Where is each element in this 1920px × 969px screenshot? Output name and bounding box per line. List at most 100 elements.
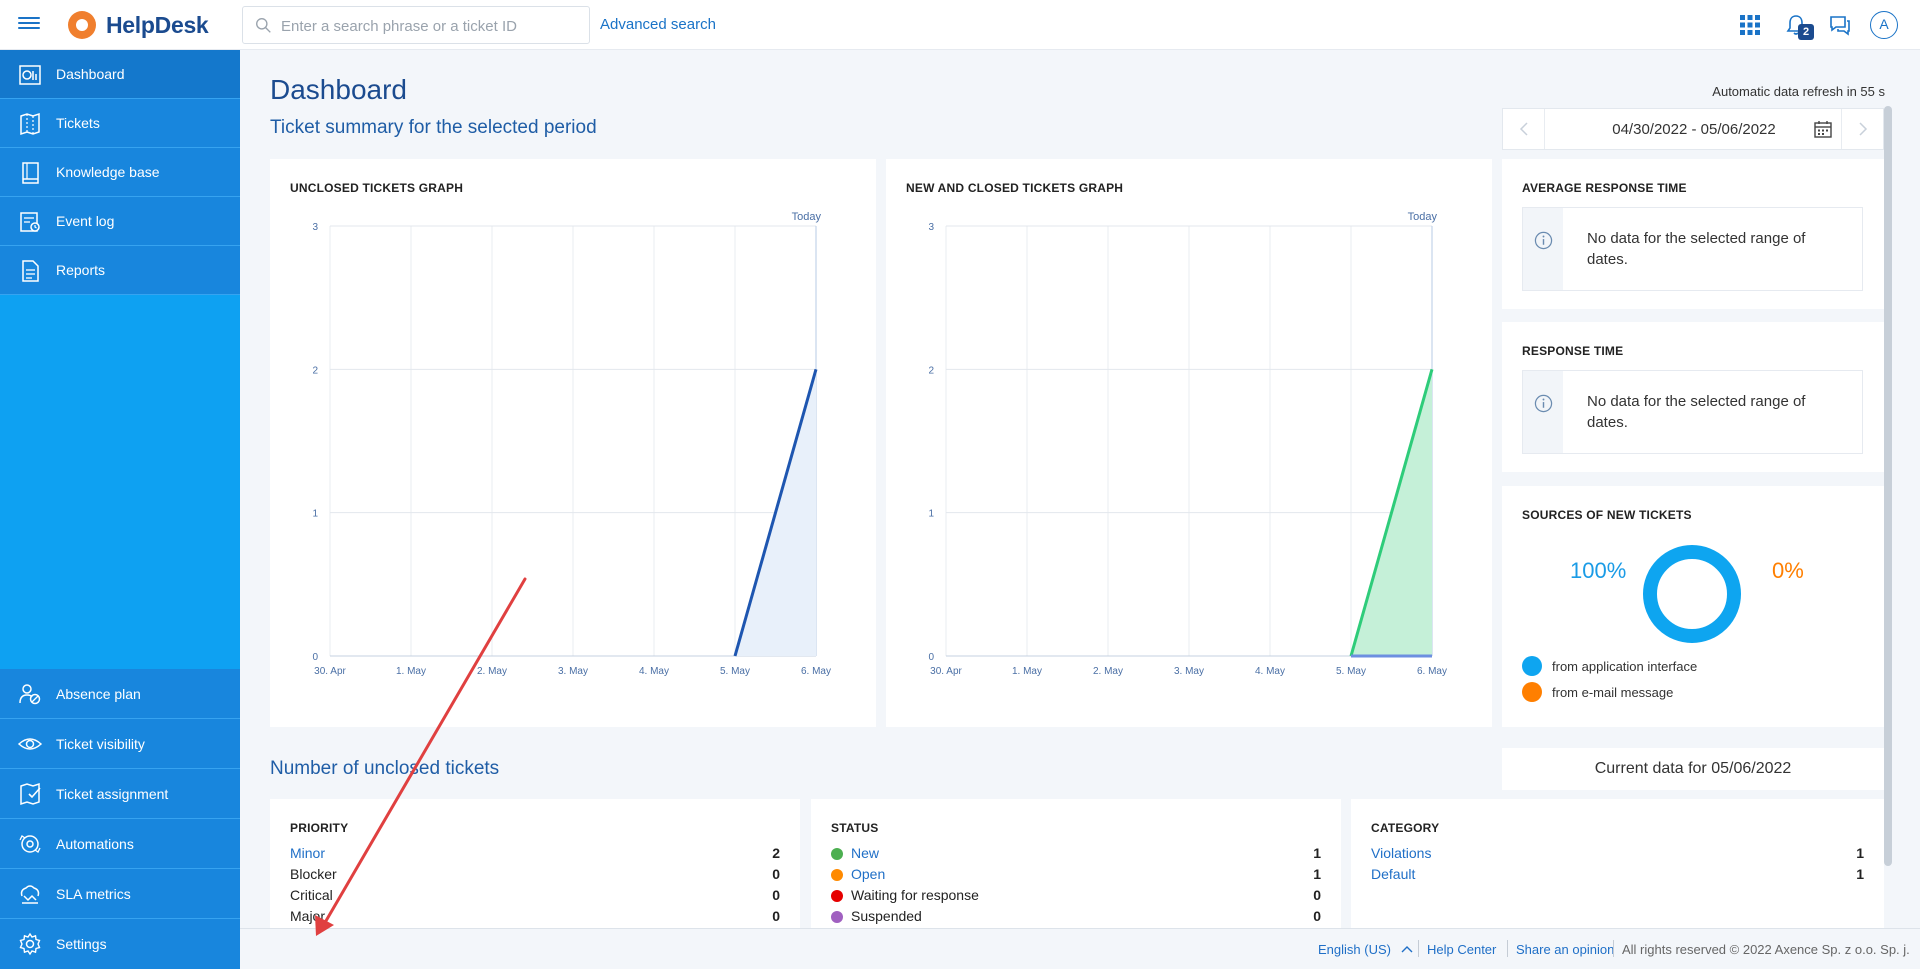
x-tick-label: 30. Apr xyxy=(930,666,962,677)
status-row[interactable]: New 1 xyxy=(831,845,1321,865)
sidebar-item-label: Event log xyxy=(56,213,115,229)
pie-percent-label-app: 100% xyxy=(1570,558,1627,583)
status-row-count: 0 xyxy=(1313,908,1321,924)
y-tick-label: 1 xyxy=(928,509,934,520)
notification-badge: 2 xyxy=(1798,24,1814,40)
sidebar-item-event-log[interactable]: Event log xyxy=(0,197,240,246)
dashboard-icon xyxy=(19,65,41,85)
sidebar-item-tickets[interactable]: Tickets xyxy=(0,99,240,148)
sidebar-item-label: Tickets xyxy=(56,115,100,131)
category-row-count: 1 xyxy=(1856,866,1864,882)
help-center-link[interactable]: Help Center xyxy=(1427,942,1497,957)
auto-refresh-text: Automatic data refresh in 55 s xyxy=(1712,84,1885,99)
previous-range-button[interactable] xyxy=(1503,109,1545,149)
advanced-search-link[interactable]: Advanced search xyxy=(600,16,716,33)
status-row[interactable]: Open 1 xyxy=(831,866,1321,886)
status-row: Waiting for response 0 xyxy=(831,887,1321,907)
status-title: STATUS xyxy=(831,821,879,835)
calendar-icon[interactable] xyxy=(1813,119,1833,139)
sidebar-item-label: Automations xyxy=(56,835,134,852)
status-row-count: 1 xyxy=(1313,866,1321,882)
priority-row-label[interactable]: Minor xyxy=(290,845,326,861)
sidebar-item-absence-plan[interactable]: Absence plan xyxy=(0,669,240,719)
status-row-count: 0 xyxy=(1313,887,1321,903)
sidebar-item-automations[interactable]: Automations xyxy=(0,819,240,869)
chat-icon[interactable] xyxy=(1828,13,1852,37)
status-row-label: Waiting for response xyxy=(851,887,979,903)
chevron-left-icon xyxy=(1519,122,1528,136)
sidebar-item-label: Ticket assignment xyxy=(56,785,169,802)
priority-row-label: Blocker xyxy=(290,866,337,882)
unclosed-chart-title: UNCLOSED TICKETS GRAPH xyxy=(290,181,464,195)
search-input[interactable] xyxy=(281,15,581,37)
unclosed-tickets-chart: 0 1 2 3 Today 30. Apr 1. May 2. May 3. May 4. May… xyxy=(312,211,831,677)
y-tick-label: 3 xyxy=(312,222,318,233)
category-card: CATEGORY Violations 1 Default 1 xyxy=(1351,799,1884,929)
user-avatar[interactable]: A xyxy=(1870,11,1898,39)
next-range-button[interactable] xyxy=(1841,109,1883,149)
priority-title: PRIORITY xyxy=(290,821,349,835)
today-label: Today xyxy=(1408,211,1438,223)
x-tick-label: 3. May xyxy=(1174,666,1204,677)
priority-row[interactable]: Minor 2 xyxy=(290,845,780,865)
x-tick-label: 1. May xyxy=(1012,666,1042,677)
new-closed-chart-title: NEW AND CLOSED TICKETS GRAPH xyxy=(906,181,1124,195)
series-line xyxy=(733,368,818,657)
priority-row-label: Critical xyxy=(290,887,333,903)
x-tick-label: 4. May xyxy=(1255,666,1285,677)
sidebar-item-settings[interactable]: Settings xyxy=(0,919,240,969)
footer-divider xyxy=(1418,940,1419,957)
book-icon xyxy=(22,162,39,184)
priority-row-count: 0 xyxy=(772,908,780,924)
category-title: CATEGORY xyxy=(1371,821,1440,835)
legend-dot-email xyxy=(1522,682,1542,702)
sidebar-item-label: Reports xyxy=(56,262,106,278)
apps-grid-icon[interactable] xyxy=(1738,13,1762,37)
sidebar-item-label: SLA metrics xyxy=(56,885,131,902)
info-icon xyxy=(1534,231,1553,250)
legend-dot-app xyxy=(1522,656,1542,676)
share-opinion-link[interactable]: Share an opinion xyxy=(1516,942,1615,957)
chevron-up-icon xyxy=(1401,946,1413,953)
y-tick-label: 2 xyxy=(928,365,934,376)
app-logo[interactable]: HelpDesk xyxy=(68,11,209,39)
unclosed-section-title: Number of unclosed tickets xyxy=(270,758,500,779)
reports-icon xyxy=(22,260,39,282)
x-tick-label: 2. May xyxy=(477,666,507,677)
language-selector[interactable]: English (US) xyxy=(1318,942,1413,957)
category-row[interactable]: Violations 1 xyxy=(1371,845,1864,865)
category-row-label[interactable]: Violations xyxy=(1371,845,1432,861)
status-row-label: Suspended xyxy=(851,908,922,924)
sidebar-item-ticket-assignment[interactable]: Ticket assignment xyxy=(0,769,240,819)
app-name: HelpDesk xyxy=(106,11,209,38)
category-row-label[interactable]: Default xyxy=(1371,866,1416,882)
x-tick-label: 5. May xyxy=(720,666,750,677)
sidebar-item-reports[interactable]: Reports xyxy=(0,246,240,295)
status-row-label[interactable]: New xyxy=(851,845,880,861)
menu-toggle-icon[interactable] xyxy=(18,14,40,34)
status-color-dot xyxy=(831,869,843,881)
priority-row: Critical 0 xyxy=(290,887,780,907)
no-data-message: No data for the selected range of dates. xyxy=(1587,230,1806,268)
sidebar-item-sla-metrics[interactable]: SLA metrics xyxy=(0,869,240,919)
notifications-button[interactable]: 2 xyxy=(1784,13,1814,40)
absence-icon xyxy=(19,684,41,705)
sources-card: SOURCES OF NEW TICKETS 100% 0% from appl… xyxy=(1502,486,1884,727)
sidebar-item-label: Dashboard xyxy=(56,66,125,82)
priority-row: Major 0 xyxy=(290,908,780,928)
date-range-picker: 04/30/2022 - 05/06/2022 xyxy=(1502,108,1884,150)
page-scrollbar[interactable] xyxy=(1884,106,1892,866)
legend-label-email: from e-mail message xyxy=(1552,685,1674,700)
page-title: Dashboard xyxy=(270,74,407,105)
date-range-text[interactable]: 04/30/2022 - 05/06/2022 xyxy=(1612,121,1776,138)
sidebar-item-knowledge-base[interactable]: Knowledge base xyxy=(0,148,240,197)
sidebar-item-ticket-visibility[interactable]: Ticket visibility xyxy=(0,719,240,769)
x-tick-label: 3. May xyxy=(558,666,588,677)
x-tick-label: 30. Apr xyxy=(314,666,346,677)
priority-row: Blocker 0 xyxy=(290,866,780,886)
sidebar-item-label: Settings xyxy=(56,936,107,952)
sidebar-item-dashboard[interactable]: Dashboard xyxy=(0,50,240,99)
response-time-card: RESPONSE TIME No data for the selected r… xyxy=(1502,322,1884,472)
status-row-label[interactable]: Open xyxy=(851,866,886,882)
category-row[interactable]: Default 1 xyxy=(1371,866,1864,886)
